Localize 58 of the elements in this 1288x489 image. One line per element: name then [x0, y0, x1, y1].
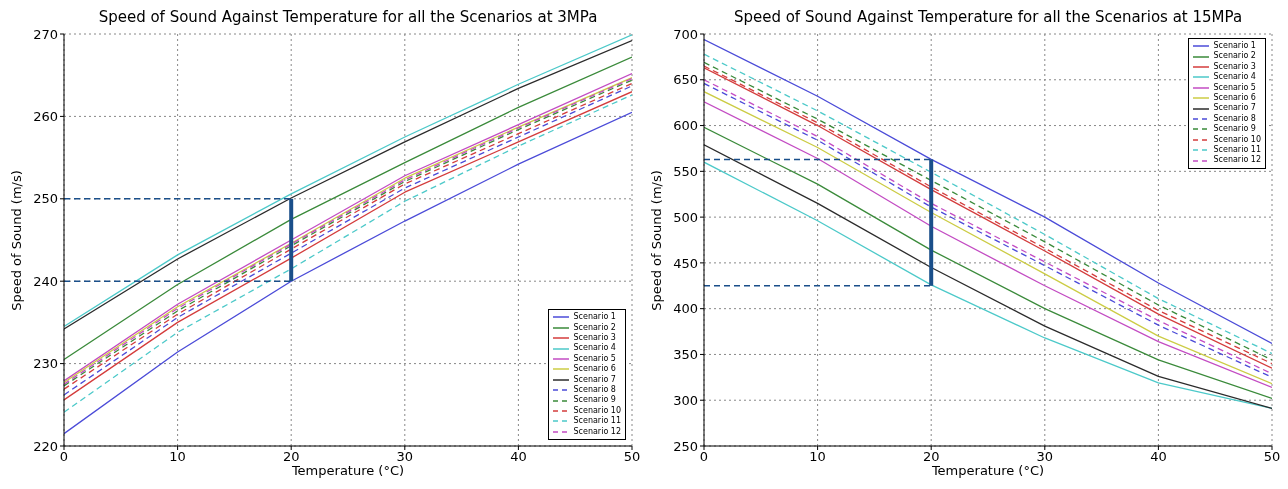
x-tick-label: 30: [396, 449, 414, 465]
x-tick-label: 10: [809, 449, 826, 465]
y-tick-label: 400: [673, 301, 698, 317]
legend-label: Scenario 8: [573, 384, 616, 395]
y-tick-label: 300: [673, 392, 698, 408]
legend-label: Scenario 10: [573, 405, 621, 416]
legend-label: Scenario 5: [1213, 82, 1256, 93]
legend-label: Scenario 9: [573, 395, 616, 406]
y-tick-label: 250: [673, 438, 698, 454]
legend-label: Scenario 1: [573, 312, 616, 323]
legend-label: Scenario 7: [573, 374, 616, 385]
y-tick-label: 250: [33, 191, 58, 207]
x-tick-label: 20: [922, 449, 940, 465]
legend-label: Scenario 5: [573, 353, 616, 364]
y-tick-label: 260: [33, 109, 58, 125]
legend-label: Scenario 3: [1213, 61, 1256, 72]
x-tick-label: 10: [169, 449, 186, 465]
y-tick-label: 350: [673, 347, 698, 363]
y-tick-label: 700: [673, 26, 698, 42]
legend-label: Scenario 12: [1213, 155, 1261, 166]
legend-label: Scenario 4: [573, 343, 616, 354]
x-tick-label: 0: [699, 449, 709, 465]
legend-label: Scenario 9: [1213, 124, 1256, 135]
x-axis-title: Temperature (°C): [930, 463, 1046, 478]
legend-label: Scenario 8: [1213, 113, 1256, 124]
legend-label: Scenario 4: [1213, 72, 1256, 83]
y-tick-label: 270: [33, 26, 58, 42]
y-tick-label: 240: [33, 273, 58, 289]
x-tick-label: 50: [623, 449, 641, 465]
legend-label: Scenario 7: [1213, 103, 1256, 114]
x-tick-label: 40: [1150, 449, 1167, 465]
chart-title: Speed of Sound Against Temperature for all the Scenarios at 15MPa: [732, 8, 1244, 26]
x-tick-label: 40: [510, 449, 527, 465]
legend-label: Scenario 1: [1213, 41, 1256, 51]
legend-label: Scenario 3: [573, 332, 616, 343]
legend-label: Scenario 2: [1213, 51, 1256, 62]
legend-label: Scenario 11: [573, 416, 621, 427]
x-tick-label: 50: [1263, 449, 1281, 465]
legend-label: Scenario 6: [573, 364, 616, 375]
legend-label: Scenario 12: [573, 426, 621, 437]
legend-label: Scenario 2: [573, 322, 616, 333]
y-tick-label: 500: [673, 209, 698, 225]
y-axis-title: Speed of Sound (m/s): [648, 169, 664, 311]
y-tick-label: 550: [673, 163, 698, 179]
y-tick-label: 220: [33, 438, 58, 454]
legend-label: Scenario 6: [1213, 93, 1256, 103]
x-tick-label: 20: [282, 449, 300, 465]
chart-title: Speed of Sound Against Temperature for all the Scenarios at 3MPa: [97, 8, 599, 26]
x-axis-title: Temperature (°C): [290, 463, 406, 478]
y-tick-label: 450: [673, 255, 698, 271]
legend-label: Scenario 11: [1213, 145, 1261, 155]
legend-label: Scenario 10: [1213, 134, 1261, 145]
y-tick-label: 230: [33, 356, 58, 372]
y-tick-label: 650: [673, 72, 698, 88]
y-tick-label: 600: [673, 118, 698, 134]
y-axis-title: Speed of Sound (m/s): [8, 169, 24, 311]
x-tick-label: 30: [1036, 449, 1054, 465]
x-tick-label: 0: [59, 449, 69, 465]
